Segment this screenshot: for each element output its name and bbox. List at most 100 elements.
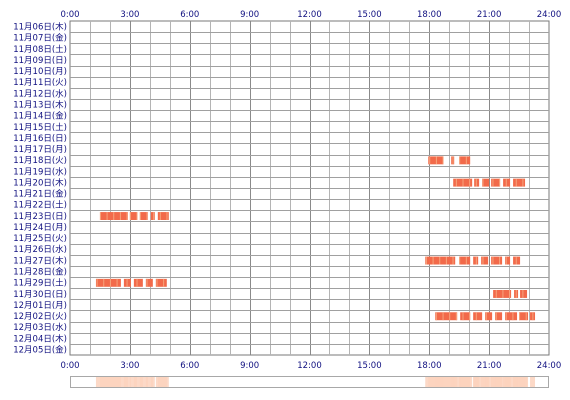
activity-bar	[520, 290, 528, 298]
x-tick-label-top: 3:00	[120, 10, 139, 20]
activity-bar	[505, 256, 511, 265]
activity-bar-stripe	[515, 256, 517, 265]
activity-bar-stripe	[442, 312, 444, 321]
x-tick-label-top: 9:00	[240, 10, 259, 20]
summary-strip	[70, 376, 549, 388]
activity-bar	[485, 312, 493, 321]
row-label: 11月24日(月)	[13, 223, 67, 233]
activity-bar	[139, 212, 148, 220]
summary-mark	[155, 377, 167, 387]
activity-bar-stripe	[103, 278, 105, 287]
activity-bar	[459, 256, 471, 265]
summary-mark	[505, 377, 518, 387]
activity-bar-stripe	[482, 256, 484, 265]
x-tick-label-bottom: 9:00	[240, 361, 259, 371]
x-tick-label-bottom: 3:00	[120, 361, 139, 371]
activity-bar-stripe	[146, 278, 148, 287]
activity-bar-stripe	[495, 312, 497, 321]
row-label: 12月01日(月)	[13, 301, 67, 311]
activity-bar	[473, 256, 479, 265]
activity-bar-stripe	[522, 178, 524, 187]
summary-strip-frame	[70, 376, 549, 388]
summary-mark	[129, 377, 137, 387]
activity-bar-stripe	[459, 156, 461, 165]
summary-mark	[485, 377, 493, 387]
row-label: 11月08日(土)	[13, 44, 67, 55]
activity-bar	[428, 156, 444, 165]
activity-bar-stripe	[113, 212, 115, 220]
activity-bar-stripe	[532, 312, 534, 321]
x-tick-label-bottom: 18:00	[417, 361, 442, 371]
row-label: 12月05日(金)	[13, 344, 67, 355]
x-tick-label-top: 6:00	[180, 10, 199, 20]
activity-bar-stripe	[475, 256, 477, 265]
activity-bar-stripe	[425, 256, 427, 265]
row-label: 11月13日(木)	[13, 100, 67, 111]
activity-bar-stripe	[126, 212, 128, 220]
summary-mark	[473, 377, 483, 387]
activity-bar-stripe	[512, 312, 514, 321]
activity-bar-stripe	[452, 256, 454, 265]
activity-bar-stripe	[519, 312, 521, 321]
summary-mark	[435, 377, 458, 387]
activity-bar-stripe	[492, 256, 494, 265]
activity-bar	[482, 178, 490, 187]
row-label: 12月02日(火)	[13, 312, 67, 322]
activity-bar	[495, 312, 503, 321]
activity-bar-stripe	[445, 256, 447, 265]
activity-bar-stripe	[499, 178, 501, 187]
activity-bar-stripe	[435, 156, 437, 165]
activity-bar-stripe	[109, 278, 111, 287]
row-label: 11月27日(木)	[13, 255, 67, 266]
activity-bar-stripe	[129, 212, 131, 220]
x-tick-label-top: 12:00	[297, 10, 322, 20]
activity-bar-stripe	[126, 278, 128, 287]
activity-bar-stripe	[469, 178, 471, 187]
row-label: 11月28日(金)	[13, 267, 67, 278]
row-label: 11月26日(水)	[13, 244, 67, 255]
activity-bar-stripe	[492, 178, 494, 187]
row-label: 11月07日(金)	[13, 33, 67, 44]
activity-bar-stripe	[509, 290, 511, 298]
activity-bar-stripe	[442, 156, 444, 165]
activity-bar-stripe	[96, 278, 98, 287]
summary-mark	[123, 377, 131, 387]
activity-bar	[133, 278, 143, 287]
activity-bar-stripe	[525, 312, 527, 321]
summary-mark	[139, 377, 148, 387]
x-tick-label-bottom: 12:00	[297, 361, 322, 371]
activity-bar-stripe	[452, 156, 454, 165]
row-label: 11月11日(火)	[13, 78, 67, 88]
activity-bar	[459, 156, 471, 165]
activity-bar-stripe	[465, 156, 467, 165]
activity-bar-stripe	[449, 312, 451, 321]
row-labels: 11月06日(木)11月07日(金)11月08日(土)11月09日(日)11月1…	[13, 22, 67, 356]
activity-bar	[493, 290, 512, 298]
activity-bar-stripe	[106, 212, 108, 220]
activity-bar-stripe	[136, 278, 138, 287]
activity-bar-stripe	[156, 278, 158, 287]
row-label: 11月06日(木)	[13, 22, 67, 33]
row-label: 11月21日(金)	[13, 189, 67, 200]
activity-bar	[150, 212, 155, 220]
activity-bar	[519, 312, 529, 321]
activity-bars	[95, 156, 536, 321]
activity-bar-stripe	[432, 256, 434, 265]
row-label: 11月29日(土)	[13, 278, 67, 289]
activity-bar-stripe	[515, 178, 517, 187]
activity-bar	[481, 256, 489, 265]
activity-bar	[155, 278, 167, 287]
row-label: 11月22日(土)	[13, 200, 67, 211]
summary-mark	[495, 377, 503, 387]
activity-bar	[145, 278, 153, 287]
activity-bar	[435, 312, 458, 321]
activity-bar-stripe	[522, 290, 524, 298]
activity-bar-stripe	[435, 312, 437, 321]
activity-bar-stripe	[116, 278, 118, 287]
activity-bar-stripe	[166, 212, 168, 220]
activity-bar-stripe	[163, 278, 165, 287]
activity-bar-stripe	[429, 156, 431, 165]
activity-bar-stripe	[502, 290, 504, 298]
activity-bar	[460, 312, 471, 321]
